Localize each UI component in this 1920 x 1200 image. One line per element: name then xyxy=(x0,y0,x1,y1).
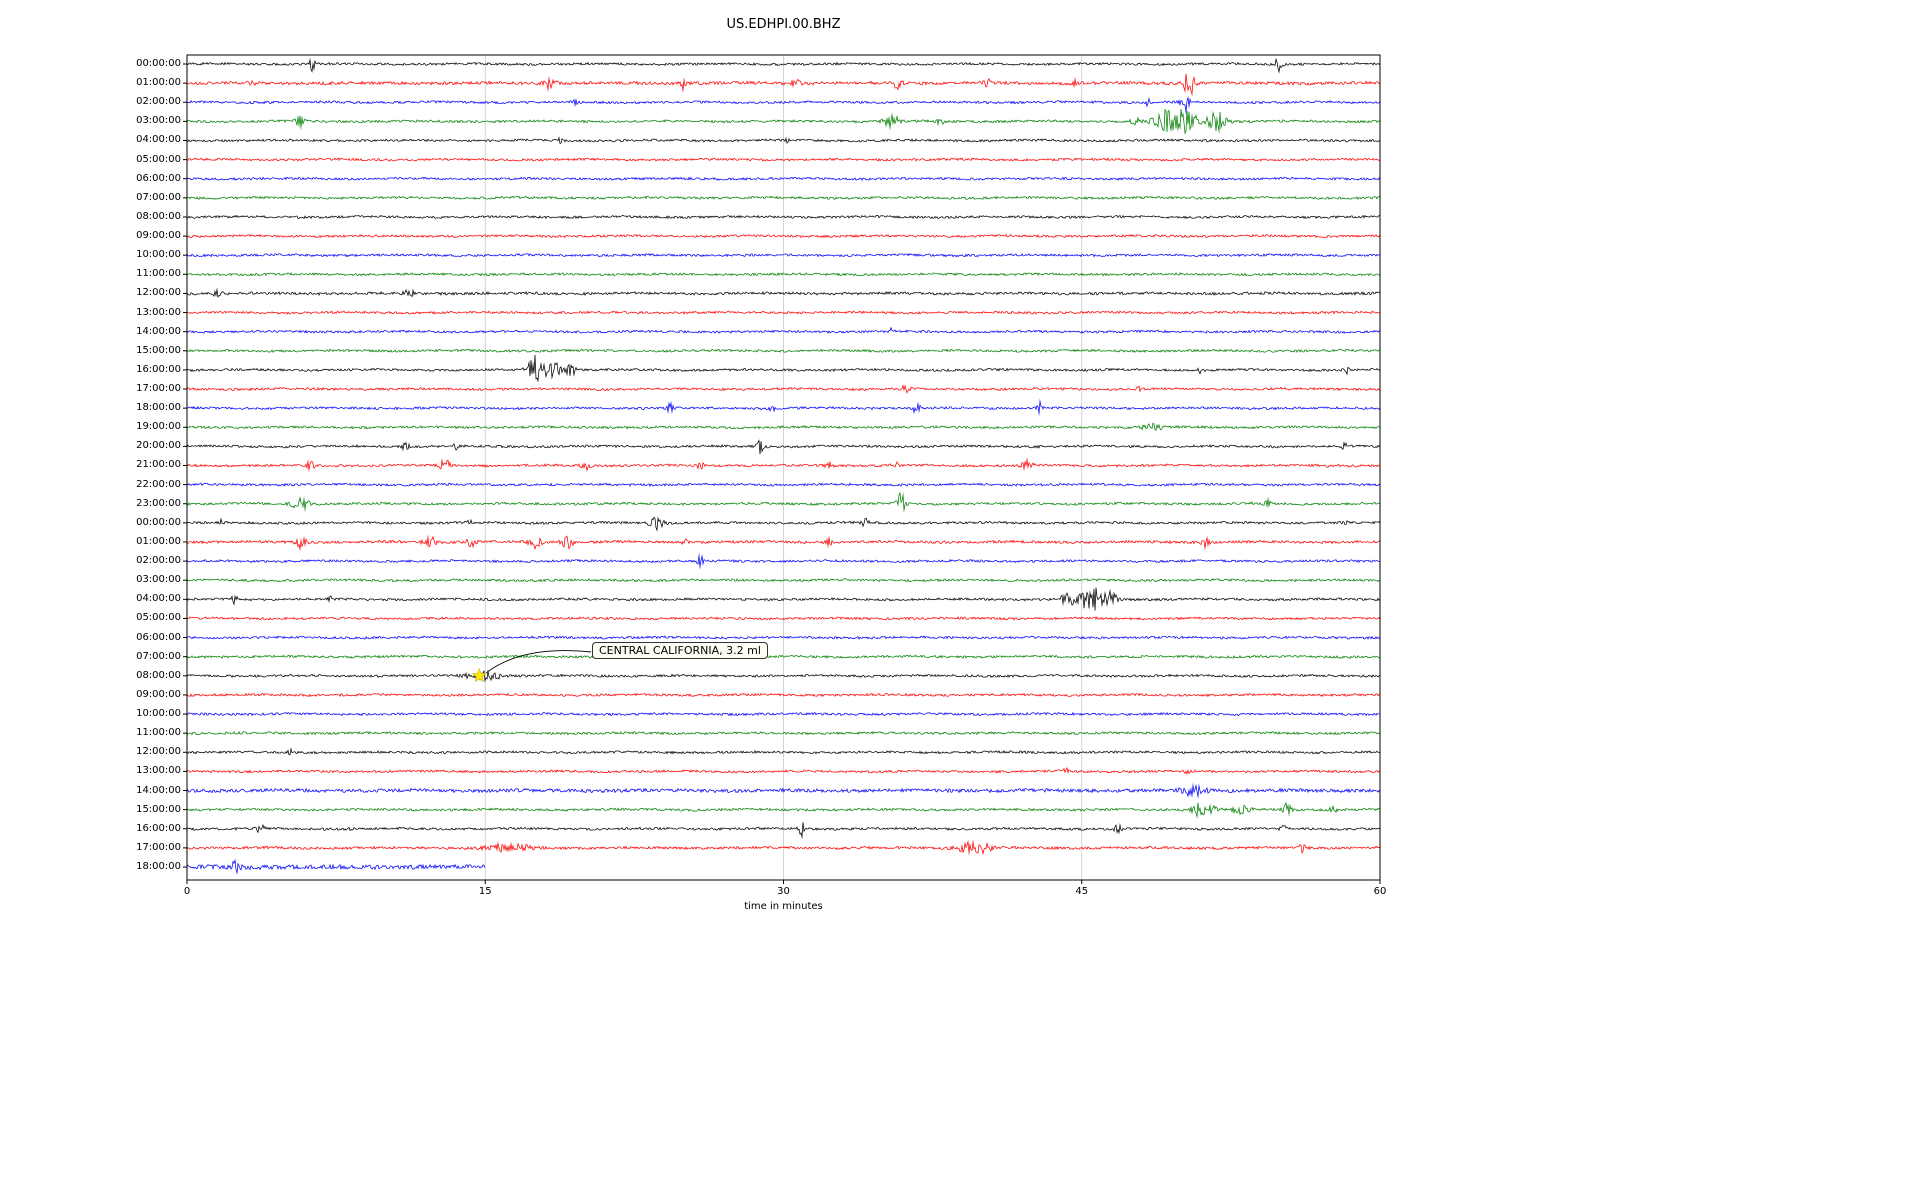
y-tick-label: 12:00:00 xyxy=(136,287,181,299)
y-tick-label: 05:00:00 xyxy=(136,612,181,624)
event-annotation: CENTRAL CALIFORNIA, 3.2 ml xyxy=(592,642,768,659)
y-tick-label: 16:00:00 xyxy=(136,363,181,375)
y-tick-label: 13:00:00 xyxy=(136,765,181,777)
y-tick-label: 07:00:00 xyxy=(136,650,181,662)
y-tick-label: 18:00:00 xyxy=(136,402,181,414)
y-tick-label: 15:00:00 xyxy=(136,803,181,815)
y-tick-label: 00:00:00 xyxy=(136,516,181,528)
y-tick-label: 20:00:00 xyxy=(136,440,181,452)
y-tick-label: 09:00:00 xyxy=(136,688,181,700)
y-tick-label: 13:00:00 xyxy=(136,306,181,318)
y-tick-label: 22:00:00 xyxy=(136,478,181,490)
y-tick-label: 14:00:00 xyxy=(136,784,181,796)
y-tick-label: 07:00:00 xyxy=(136,191,181,203)
x-tick-label: 45 xyxy=(1075,886,1089,897)
y-tick-label: 06:00:00 xyxy=(136,631,181,643)
y-tick-label: 02:00:00 xyxy=(136,555,181,567)
event-annotation-text: CENTRAL CALIFORNIA, 3.2 ml xyxy=(599,644,761,657)
y-tick-label: 14:00:00 xyxy=(136,325,181,337)
y-tick-label: 00:00:00 xyxy=(136,58,181,69)
y-tick-label: 17:00:00 xyxy=(136,841,181,853)
y-tick-label: 01:00:00 xyxy=(136,535,181,547)
y-tick-label: 08:00:00 xyxy=(136,210,181,222)
y-tick-label: 10:00:00 xyxy=(136,249,181,261)
y-tick-label: 03:00:00 xyxy=(136,574,181,586)
y-tick-label: 09:00:00 xyxy=(136,230,181,242)
y-tick-label: 21:00:00 xyxy=(136,459,181,471)
y-tick-label: 18:00:00 xyxy=(136,860,181,872)
y-tick-label: 05:00:00 xyxy=(136,153,181,165)
y-tick-label: 16:00:00 xyxy=(136,822,181,834)
y-tick-label: 06:00:00 xyxy=(136,172,181,184)
x-axis-title: time in minutes xyxy=(744,901,823,912)
y-tick-label: 03:00:00 xyxy=(136,115,181,127)
y-tick-label: 04:00:00 xyxy=(136,593,181,605)
y-tick-label: 11:00:00 xyxy=(136,268,181,280)
x-tick-label: 30 xyxy=(777,886,790,897)
y-tick-label: 01:00:00 xyxy=(136,77,181,89)
y-tick-label: 02:00:00 xyxy=(136,96,181,108)
y-tick-label: 12:00:00 xyxy=(136,746,181,758)
y-tick-label: 15:00:00 xyxy=(136,344,181,356)
y-tick-label: 19:00:00 xyxy=(136,421,181,433)
x-tick-label: 60 xyxy=(1373,886,1387,897)
y-tick-label: 11:00:00 xyxy=(136,727,181,739)
y-tick-label: 04:00:00 xyxy=(136,134,181,146)
x-tick-label: 15 xyxy=(478,886,492,897)
x-tick-label: 0 xyxy=(183,886,191,897)
y-tick-label: 08:00:00 xyxy=(136,669,181,681)
y-tick-label: 17:00:00 xyxy=(136,383,181,395)
y-tick-label: 10:00:00 xyxy=(136,708,181,720)
y-tick-label: 23:00:00 xyxy=(136,497,181,509)
chart-title: US.EDHPI.00.BHZ xyxy=(726,17,841,32)
